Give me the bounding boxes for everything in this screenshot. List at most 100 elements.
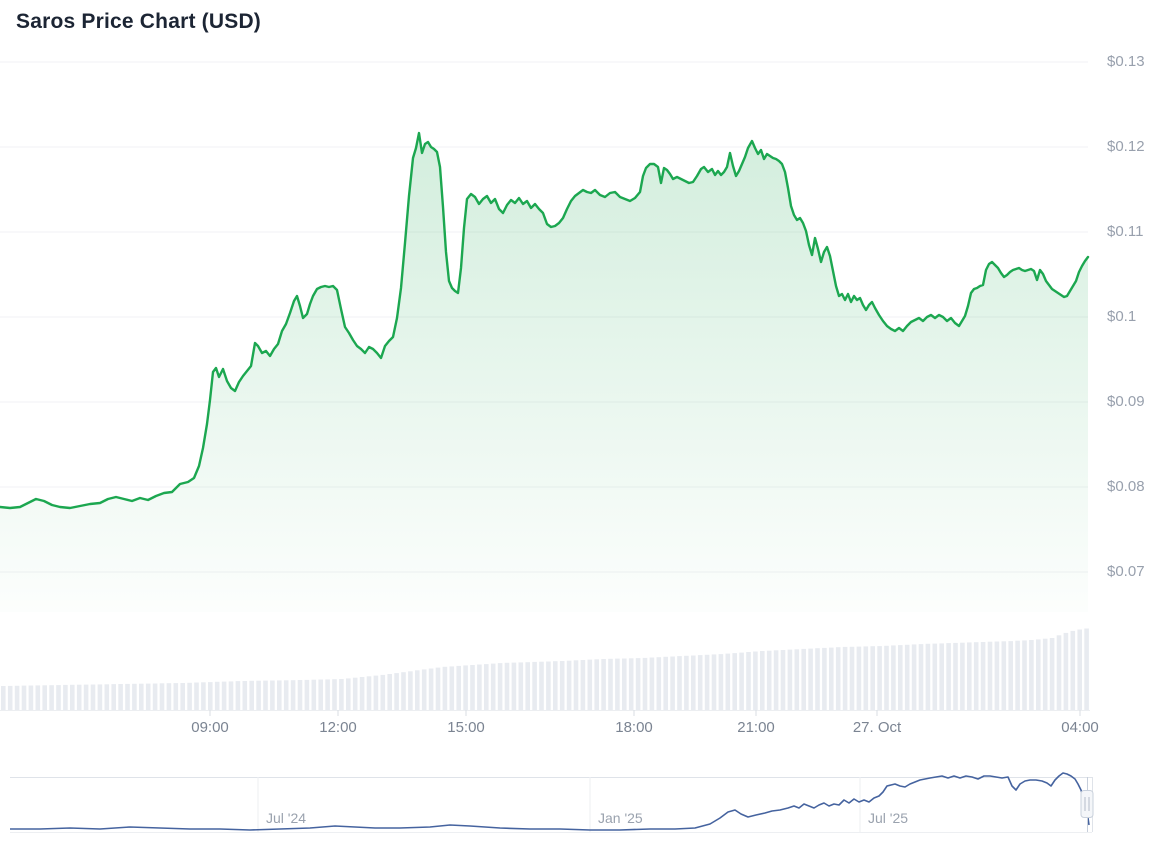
volume-bar xyxy=(256,680,261,710)
volume-bar xyxy=(732,653,737,710)
volume-bar xyxy=(849,646,855,710)
volume-bar xyxy=(663,656,668,710)
volume-bar xyxy=(718,654,724,710)
volume-bar xyxy=(794,649,800,710)
volume-bar xyxy=(884,645,889,710)
chart-plot-area[interactable] xyxy=(0,50,1090,710)
volume-bar xyxy=(973,642,979,710)
volume-bar xyxy=(1077,629,1082,710)
volume-bar xyxy=(870,646,875,710)
volume-bar xyxy=(194,682,199,710)
volume-bar xyxy=(594,659,599,710)
volume-bar xyxy=(90,684,96,710)
volume-bar xyxy=(28,685,34,710)
volume-bar xyxy=(980,642,986,710)
volume-bar xyxy=(408,671,413,710)
volume-bar xyxy=(290,680,296,710)
volume-bar xyxy=(525,662,530,710)
volume-bar xyxy=(746,652,751,710)
volume-bar xyxy=(49,685,54,710)
volume-bar xyxy=(104,684,110,710)
volume-bar xyxy=(1001,641,1007,710)
volume-bar xyxy=(435,667,441,710)
volume-bar xyxy=(366,676,372,710)
volume-bar xyxy=(863,646,869,710)
volume-bar xyxy=(911,644,917,710)
volume-bar xyxy=(622,658,627,710)
volume-bar xyxy=(780,650,786,710)
volume-bar xyxy=(677,656,682,710)
volume-bar xyxy=(753,651,758,710)
volume-bar xyxy=(1008,641,1013,710)
volume-bar xyxy=(994,641,1000,710)
volume-bar xyxy=(939,643,944,710)
volume-bar xyxy=(856,646,862,710)
volume-bar xyxy=(1049,638,1055,710)
x-axis-label: 04:00 xyxy=(1061,719,1099,736)
price-area-fill xyxy=(0,133,1088,612)
volume-bar xyxy=(642,657,648,710)
y-axis-label: $0.11 xyxy=(1107,223,1144,240)
volume-bar xyxy=(649,657,655,710)
volume-bar xyxy=(801,648,806,710)
y-axis-label: $0.13 xyxy=(1107,53,1145,70)
volume-bar xyxy=(815,648,820,710)
volume-bar xyxy=(214,681,220,710)
volume-bar xyxy=(1042,638,1048,710)
volume-bar xyxy=(249,680,254,710)
navigator-axis-label: Jul '25 xyxy=(868,810,909,826)
volume-bar xyxy=(684,655,689,710)
volume-bar xyxy=(63,684,68,710)
x-axis-label: 12:00 xyxy=(319,719,357,736)
x-axis-label: 21:00 xyxy=(737,719,775,736)
volume-bar xyxy=(21,685,27,710)
volume-bar xyxy=(615,658,620,710)
volume-bar xyxy=(566,660,572,710)
volume-bar xyxy=(387,674,392,710)
volume-bar xyxy=(711,654,717,710)
navigator-track[interactable] xyxy=(10,777,1092,832)
y-axis-label: $0.09 xyxy=(1107,393,1145,410)
volume-bar xyxy=(573,660,579,710)
volume-bar xyxy=(518,662,524,710)
volume-bar xyxy=(497,663,503,710)
volume-bar xyxy=(898,645,903,710)
y-axis-label: $0.1 xyxy=(1107,308,1137,325)
volume-bar xyxy=(553,661,558,710)
x-axis-label: 18:00 xyxy=(615,719,653,736)
volume-bar xyxy=(1070,630,1076,710)
chart-title: Saros Price Chart (USD) xyxy=(16,10,262,33)
volume-bar xyxy=(1063,632,1069,710)
volume-bar xyxy=(373,675,379,710)
volume-bar xyxy=(228,681,234,710)
volume-bar xyxy=(145,683,151,710)
volume-bar xyxy=(477,664,482,710)
volume-bar xyxy=(235,681,241,710)
volume-bar xyxy=(221,681,227,710)
volume-bar xyxy=(1084,628,1089,710)
navigator-handle[interactable] xyxy=(1080,790,1094,818)
volume-bar xyxy=(242,681,248,710)
volume-bar xyxy=(532,661,537,710)
volume-bar xyxy=(580,660,586,710)
volume-bar xyxy=(601,659,606,710)
volume-bar xyxy=(539,661,544,710)
volume-bar xyxy=(318,679,323,710)
volume-bar xyxy=(504,662,510,710)
y-axis-label: $0.07 xyxy=(1107,563,1145,580)
volume-bar xyxy=(829,647,834,710)
x-axis-label: 27. Oct xyxy=(852,719,902,736)
x-axis-label: 09:00 xyxy=(191,719,229,736)
volume-bar xyxy=(1015,640,1020,710)
volume-bar xyxy=(173,683,179,710)
volume-bar xyxy=(332,679,337,710)
volume-bar xyxy=(918,644,924,710)
price-line xyxy=(0,131,1090,510)
x-axis-label: 15:00 xyxy=(447,719,485,736)
volume-bar xyxy=(83,684,89,710)
volume-bar xyxy=(352,677,358,710)
volume-bar xyxy=(773,650,779,710)
volume-bar xyxy=(739,652,744,710)
volume-bar xyxy=(987,641,993,710)
